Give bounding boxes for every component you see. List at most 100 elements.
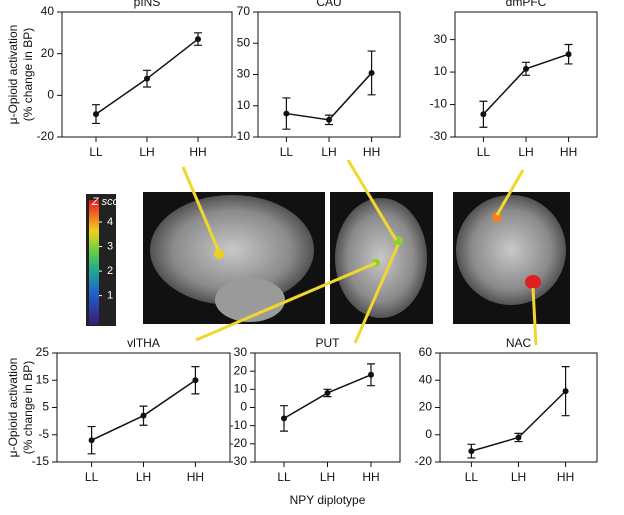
plot-frame (439, 352, 598, 463)
connector (195, 261, 377, 342)
y-tick-label: -30 (430, 129, 448, 143)
data-point (88, 437, 95, 444)
axial-brain (335, 198, 427, 318)
connector-lines (181, 159, 538, 346)
data-line (286, 72, 373, 121)
x-tick-label: HH (187, 470, 204, 484)
plot-frame (254, 352, 401, 463)
data-point (562, 388, 569, 395)
data-point (140, 412, 147, 419)
x-tick-label: HH (560, 145, 577, 159)
colorbar-gradient (89, 200, 99, 325)
colorbar-tick-label: 4 (107, 216, 113, 228)
x-tick-label: LL (477, 145, 491, 159)
y-tick-label: 60 (419, 345, 433, 359)
y-tick-label: -10 (430, 97, 448, 111)
y-tick-label: -20 (230, 436, 248, 450)
y-tick-label: 20 (234, 363, 248, 377)
colorbar-tick-label: 2 (107, 265, 113, 277)
data-point (93, 111, 99, 118)
y-tick-label: 30 (234, 345, 248, 359)
y-tick-label: 5 (42, 400, 49, 414)
x-tick-label: LL (277, 470, 291, 484)
connector (495, 169, 525, 216)
connector (346, 159, 398, 241)
x-tick-label: HH (557, 470, 574, 484)
colorbar-tick-label: 3 (107, 240, 113, 252)
y-tick-label: -10 (230, 418, 248, 432)
y-tick-label: 0 (47, 88, 54, 102)
x-tick-label: LH (321, 145, 336, 159)
coronal-brain (456, 195, 566, 305)
y-tick-label: 15 (36, 372, 50, 386)
y-tick-label: 20 (419, 400, 433, 414)
connector (353, 244, 400, 344)
y-tick-label: 10 (234, 382, 248, 396)
blob (214, 249, 224, 259)
blob (492, 212, 502, 222)
y-axis-label: (% change in BP) (21, 361, 35, 454)
connector (531, 287, 538, 346)
y-tick-label: 40 (41, 4, 55, 18)
x-tick-label: LL (465, 470, 479, 484)
y-tick-label: 10 (434, 64, 448, 78)
y-tick-label: 0 (425, 427, 432, 441)
y-tick-label: 50 (237, 35, 251, 49)
blob (525, 275, 541, 289)
y-tick-label: 30 (434, 32, 448, 46)
y-tick-label: -30 (230, 454, 248, 468)
y-axis-label: μ-Opioid activation (6, 358, 20, 458)
x-tick-label: LL (89, 145, 103, 159)
x-tick-label: HH (362, 470, 379, 484)
y-tick-label: 10 (237, 98, 251, 112)
data-point (368, 69, 375, 76)
data-point (195, 36, 201, 43)
chart-title: CAU (316, 0, 341, 9)
data-point (192, 377, 199, 384)
y-tick-label: 25 (36, 345, 50, 359)
data-point (144, 75, 150, 82)
data-point (368, 371, 374, 378)
x-tick-label: HH (363, 145, 380, 159)
colorbar-tick-label: 1 (107, 289, 113, 301)
y-tick-label: -10 (233, 129, 251, 143)
y-tick-label: 20 (41, 46, 55, 60)
y-tick-label: -20 (37, 129, 55, 143)
connector (181, 166, 221, 253)
x-tick-label: LL (280, 145, 294, 159)
y-tick-label: -20 (415, 454, 433, 468)
x-tick-label: LH (511, 470, 526, 484)
colorbar: Z scores 4 3 2 1 (86, 194, 135, 326)
data-point (468, 448, 475, 455)
chart-title: NAC (506, 336, 532, 350)
y-tick-label: -15 (32, 454, 50, 468)
x-tick-label: LH (320, 470, 335, 484)
chart-title: dmPFC (506, 0, 547, 9)
y-tick-label: -5 (38, 427, 49, 441)
sagittal-brain (150, 195, 314, 305)
x-tick-label: HH (189, 145, 206, 159)
x-tick-label: LH (136, 470, 151, 484)
data-point (283, 110, 290, 117)
x-axis-label: NPY diplotype (290, 493, 366, 507)
x-tick-label: LH (518, 145, 533, 159)
y-tick-label: 0 (240, 400, 247, 414)
y-tick-label: 40 (419, 372, 433, 386)
data-point (326, 116, 332, 123)
brain-images (143, 159, 570, 346)
colorbar-title: Z scores (91, 196, 135, 208)
chart-title: pINS (134, 0, 161, 9)
y-axis-label: μ-Opioid activation (6, 25, 20, 125)
x-tick-label: LH (139, 145, 154, 159)
data-point (515, 434, 522, 441)
data-point (523, 65, 529, 72)
y-tick-label: 70 (237, 4, 251, 18)
chart-title: PUT (316, 336, 341, 350)
data-point (565, 51, 572, 58)
data-point (324, 389, 331, 396)
data-point (480, 111, 487, 118)
x-tick-label: LL (85, 470, 99, 484)
y-axis-label: (% change in BP) (21, 28, 35, 121)
y-tick-label: 30 (237, 67, 251, 81)
